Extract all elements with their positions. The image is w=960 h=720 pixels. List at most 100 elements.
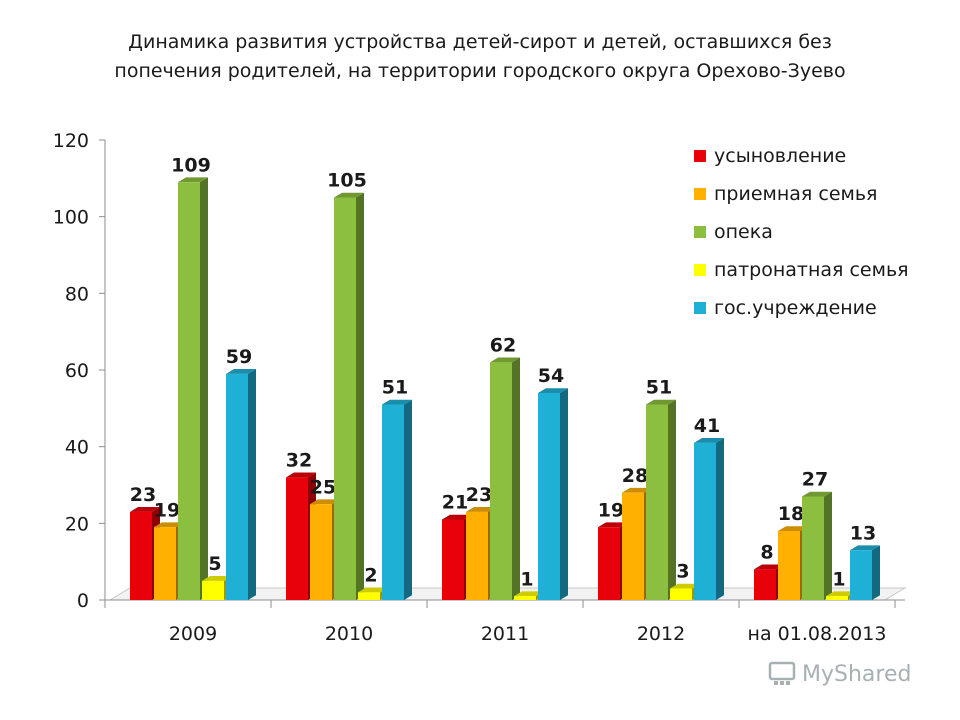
- bar: [598, 527, 620, 600]
- bar-top: [154, 522, 184, 528]
- bar: [286, 477, 308, 600]
- bar: [466, 511, 488, 600]
- bar-side: [560, 388, 568, 600]
- bar-top: [310, 499, 340, 505]
- chart-title-line-1: Динамика развития устройства детей-сирот…: [128, 31, 832, 53]
- data-label: 19: [598, 499, 624, 521]
- bar-side: [200, 177, 208, 600]
- bar: [802, 496, 824, 600]
- bar-top: [538, 388, 568, 393]
- data-label: 51: [646, 377, 672, 399]
- chart-title-line-2: попечения родителей, на территории город…: [114, 60, 846, 82]
- bar: [538, 393, 560, 600]
- bar-top: [826, 591, 856, 597]
- bar-side: [872, 545, 880, 600]
- x-tick-label: 2011: [481, 623, 529, 645]
- data-label: 8: [760, 542, 773, 564]
- bar-top: [358, 587, 388, 593]
- data-label: 19: [154, 499, 180, 521]
- bar-top: [442, 514, 472, 520]
- bar-top: [622, 487, 652, 493]
- y-tick-label: 80: [65, 283, 89, 305]
- bar-top: [490, 357, 520, 363]
- bar-top: [778, 526, 808, 531]
- myshared-logo-icon: [768, 661, 796, 685]
- bar: [694, 442, 716, 600]
- data-label: 3: [676, 561, 689, 583]
- legend-label: приемная семья: [714, 183, 878, 205]
- bar: [622, 492, 644, 600]
- bar-top: [334, 192, 364, 198]
- bar: [778, 531, 800, 600]
- data-label: 32: [286, 450, 312, 472]
- y-tick-label: 20: [65, 513, 89, 535]
- legend-swatch: [694, 226, 706, 238]
- y-tick-label: 60: [65, 360, 89, 382]
- data-label: 18: [778, 503, 804, 525]
- x-tick-label: 2012: [637, 623, 685, 645]
- bar-side: [356, 192, 364, 600]
- bar: [850, 550, 872, 600]
- data-label: 105: [327, 170, 367, 192]
- legend-label: гос.учреждение: [714, 297, 877, 319]
- y-tick-label: 100: [53, 207, 89, 229]
- data-label: 41: [694, 415, 720, 437]
- data-label: 2: [364, 565, 377, 587]
- legend-label: усыновление: [714, 145, 846, 167]
- x-tick-label: 2009: [169, 623, 217, 645]
- x-tick-label: на 01.08.2013: [748, 623, 887, 645]
- bar: [514, 596, 536, 600]
- data-label: 1: [520, 568, 533, 590]
- bar-top: [646, 399, 676, 405]
- bar-side: [824, 491, 832, 600]
- bar-top: [466, 507, 496, 512]
- bar-top: [226, 369, 256, 374]
- bar: [754, 569, 776, 600]
- data-label: 23: [466, 484, 492, 506]
- bar: [826, 596, 848, 600]
- data-label: 28: [622, 465, 648, 487]
- legend-label: опека: [714, 221, 773, 243]
- watermark: MyShared: [768, 656, 928, 692]
- bar: [202, 580, 224, 600]
- bar-top: [670, 583, 700, 589]
- bar-top: [382, 399, 412, 405]
- chart-title: Динамика развития устройства детей-сирот…: [0, 28, 960, 86]
- bar-side: [248, 369, 256, 600]
- bar-top: [598, 522, 628, 528]
- bar-side: [668, 399, 676, 600]
- y-tick-label: 120: [53, 130, 89, 152]
- data-label: 51: [382, 377, 408, 399]
- bar: [358, 592, 380, 600]
- legend-swatch: [694, 150, 706, 162]
- x-tick-label: 2010: [325, 623, 373, 645]
- bar-top: [202, 576, 232, 581]
- y-tick-label: 40: [65, 437, 89, 459]
- bar-top: [754, 564, 784, 570]
- legend-swatch: [694, 188, 706, 200]
- bar: [490, 362, 512, 600]
- bar: [382, 404, 404, 600]
- bar: [646, 404, 668, 600]
- legend-swatch: [694, 264, 706, 276]
- bar: [334, 197, 356, 600]
- data-label: 5: [208, 553, 221, 575]
- data-label: 21: [442, 492, 468, 514]
- data-label: 27: [802, 469, 828, 491]
- data-label: 23: [130, 484, 156, 506]
- y-tick-label: 0: [77, 590, 89, 612]
- bar-top: [694, 438, 724, 443]
- bar: [442, 519, 464, 600]
- bar: [130, 511, 152, 600]
- bar: [310, 504, 332, 600]
- bar: [670, 588, 692, 600]
- bar-top: [514, 591, 544, 597]
- bar-side: [716, 438, 724, 600]
- data-label: 54: [538, 365, 564, 387]
- bar: [178, 182, 200, 600]
- data-label: 13: [850, 522, 876, 544]
- bar-side: [404, 399, 412, 600]
- bar-top: [286, 472, 316, 478]
- legend-label: патронатная семья: [714, 259, 909, 281]
